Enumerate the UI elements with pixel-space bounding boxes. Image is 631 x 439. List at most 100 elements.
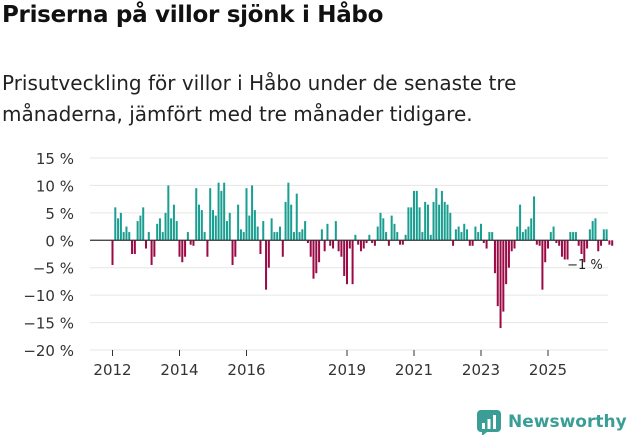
- bar: [519, 204, 522, 241]
- bar: [485, 240, 488, 249]
- bar: [320, 229, 323, 241]
- x-tick-label: 2025: [529, 361, 567, 375]
- bar: [276, 232, 279, 241]
- bar: [513, 240, 516, 249]
- bar: [357, 240, 360, 245]
- bar: [563, 240, 566, 260]
- bar: [415, 190, 418, 241]
- bar: [345, 240, 348, 285]
- bar: [449, 212, 452, 241]
- bar: [440, 190, 443, 241]
- y-tick-label: 0 %: [45, 232, 74, 250]
- bar: [399, 240, 402, 245]
- bar: [318, 240, 321, 263]
- bar: [452, 240, 455, 246]
- bar: [354, 234, 357, 241]
- bar: [265, 240, 268, 290]
- bar: [424, 201, 427, 241]
- bar: [577, 240, 580, 246]
- bar: [117, 218, 120, 241]
- newsworthy-logo[interactable]: Newsworthy: [476, 408, 627, 436]
- bar: [245, 188, 248, 241]
- bar: [295, 193, 298, 241]
- bar: [153, 240, 156, 257]
- bar: [273, 232, 276, 241]
- y-tick-label: −20 %: [23, 342, 74, 360]
- newsworthy-logo-icon: [477, 410, 501, 435]
- bar: [248, 215, 251, 241]
- bar: [396, 232, 399, 241]
- bar: [605, 229, 608, 241]
- bar: [292, 232, 295, 241]
- bar: [600, 240, 603, 246]
- bar: [443, 201, 446, 241]
- bar: [131, 240, 134, 254]
- bar: [343, 240, 346, 276]
- bar: [552, 226, 555, 241]
- bar: [499, 240, 502, 329]
- bar: [128, 232, 131, 241]
- bar: [477, 232, 480, 241]
- bar: [225, 221, 228, 241]
- bar: [125, 226, 128, 241]
- y-tick-label: 15 %: [36, 150, 74, 168]
- bar: [290, 204, 293, 241]
- bar: [602, 229, 605, 241]
- bar: [192, 240, 195, 246]
- bar: [524, 229, 527, 241]
- bar: [591, 221, 594, 241]
- bar: [139, 215, 142, 241]
- latest-value-annotation: −1 %: [567, 258, 603, 273]
- bar: [337, 240, 340, 252]
- y-tick-label: 10 %: [36, 177, 74, 195]
- bar: [382, 218, 385, 241]
- bar: [147, 232, 150, 241]
- bar: [608, 240, 611, 245]
- x-tick-label: 2012: [93, 361, 131, 375]
- bar: [407, 207, 410, 241]
- bar: [533, 196, 536, 241]
- bar: [184, 240, 187, 257]
- bar: [242, 232, 245, 241]
- bar: [429, 234, 432, 241]
- bar: [122, 232, 125, 241]
- bar: [217, 182, 220, 241]
- bar: [560, 240, 563, 257]
- bar: [460, 232, 463, 241]
- bar: [586, 240, 589, 249]
- x-tick-label: 2016: [227, 361, 265, 375]
- bar: [340, 240, 343, 257]
- bar: [491, 232, 494, 241]
- bar: [516, 226, 519, 241]
- bar: [404, 234, 407, 241]
- bar: [432, 201, 435, 241]
- bar: [278, 226, 281, 241]
- x-tick-label: 2023: [462, 361, 500, 375]
- bar: [597, 240, 600, 252]
- bar: [172, 204, 175, 241]
- bar: [474, 226, 477, 241]
- bar: [251, 185, 254, 241]
- bar-chart: 15 % 10 % 5 % 0 % −5 % −10 % −15 % −20 % 2012 201…: [23, 150, 614, 375]
- bar: [471, 240, 474, 246]
- chart-title: Priserna på villor sjönk i Håbo: [2, 2, 384, 28]
- bar: [259, 240, 262, 254]
- bar: [611, 240, 614, 246]
- bar: [186, 232, 189, 241]
- bar: [574, 232, 577, 241]
- bar: [262, 221, 265, 241]
- chart-subtitle: Prisutveckling för villor i Håbo under d…: [2, 71, 517, 126]
- bar: [351, 240, 354, 285]
- bar: [507, 240, 510, 268]
- bar: [505, 240, 508, 285]
- bar: [390, 215, 393, 241]
- bar: [544, 240, 547, 263]
- bar: [401, 240, 404, 245]
- bar: [463, 223, 466, 241]
- bar: [583, 240, 586, 263]
- bar: [111, 240, 114, 265]
- bar: [438, 204, 441, 241]
- bar: [371, 240, 374, 244]
- bar: [454, 229, 457, 241]
- bar: [298, 232, 301, 241]
